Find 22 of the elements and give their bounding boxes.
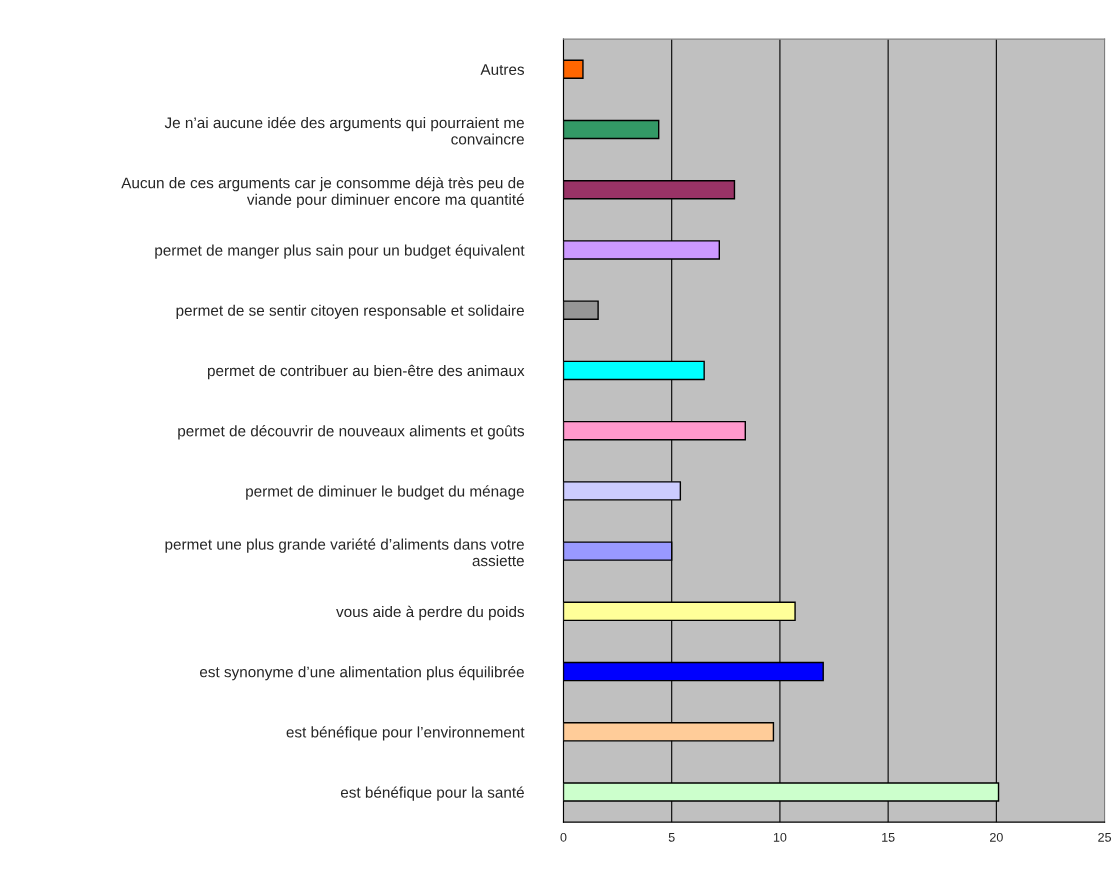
x-tick-label: 15 [882,833,895,842]
y-tick-label: vous aide à perdre du poids [336,605,525,621]
x-tick-label: 5 [668,833,675,842]
x-tick-label: 25 [1098,832,1112,842]
y-tick-label: permet de se sentir citoyen responsable et solidaire [176,304,524,319]
y-tick-label: Aucun de ces arguments car je consomme déjà très peu de viande pour diminuer encore ma quantité [121,176,524,208]
bar [563,119,660,140]
y-tick-label: permet de diminuer le budget du ménage [246,485,524,500]
bar [563,59,584,79]
x-tick-label: 20 [990,832,1003,842]
x-tick-label: 0 [560,832,567,842]
y-tick-label: Autres [480,64,525,75]
x-tick-label: 10 [773,832,787,842]
y-tick-label: permet de contribuer au bien-être des animaux [207,364,525,380]
y-tick-label: permet une plus grande variété d’aliments dans votre assiette [165,538,524,567]
y-tick-label: est bénéfique pour la santé [340,786,524,801]
bar [563,300,599,320]
y-tick-label: Je n’ai aucune idée des arguments qui pourraient me convaincre [164,116,524,145]
y-tick-label: est synonyme d’une alimentation plus équilibrée [199,665,524,681]
y-tick-label: est bénéfique pour l’environnement [286,726,525,741]
y-tick-label: permet de manger plus sain pour un budget équivalent [155,244,525,259]
y-tick-label: permet de découvrir de nouveaux aliments et goûts [178,425,525,440]
